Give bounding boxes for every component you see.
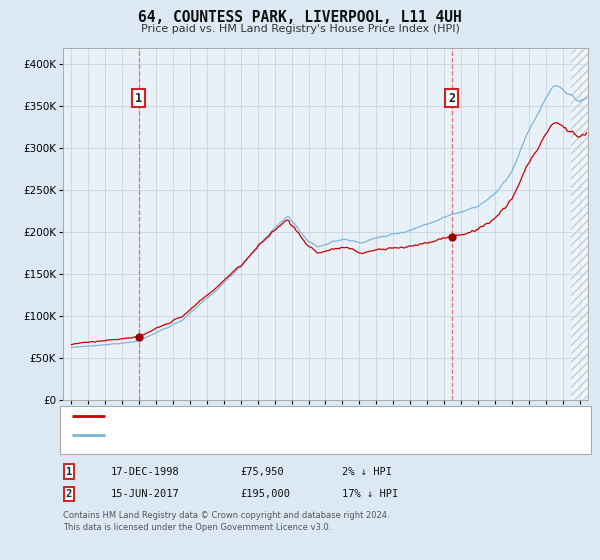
Text: Contains HM Land Registry data © Crown copyright and database right 2024.: Contains HM Land Registry data © Crown c… — [63, 511, 389, 520]
Text: 1: 1 — [135, 91, 142, 105]
Text: 2: 2 — [448, 91, 455, 105]
Text: 64, COUNTESS PARK, LIVERPOOL, L11 4UH (detached house): 64, COUNTESS PARK, LIVERPOOL, L11 4UH (d… — [111, 411, 428, 421]
Text: Price paid vs. HM Land Registry's House Price Index (HPI): Price paid vs. HM Land Registry's House … — [140, 24, 460, 34]
Text: 2% ↓ HPI: 2% ↓ HPI — [342, 466, 392, 477]
Text: 2: 2 — [66, 489, 72, 499]
Text: This data is licensed under the Open Government Licence v3.0.: This data is licensed under the Open Gov… — [63, 523, 331, 532]
Text: £195,000: £195,000 — [240, 489, 290, 499]
Text: £75,950: £75,950 — [240, 466, 284, 477]
Bar — [571, 48, 588, 400]
Text: 64, COUNTESS PARK, LIVERPOOL, L11 4UH: 64, COUNTESS PARK, LIVERPOOL, L11 4UH — [138, 10, 462, 25]
Text: 15-JUN-2017: 15-JUN-2017 — [111, 489, 180, 499]
Text: 17-DEC-1998: 17-DEC-1998 — [111, 466, 180, 477]
Bar — [571, 48, 588, 400]
Text: HPI: Average price, detached house, Liverpool: HPI: Average price, detached house, Live… — [111, 431, 376, 440]
Text: 17% ↓ HPI: 17% ↓ HPI — [342, 489, 398, 499]
Text: 1: 1 — [66, 466, 72, 477]
